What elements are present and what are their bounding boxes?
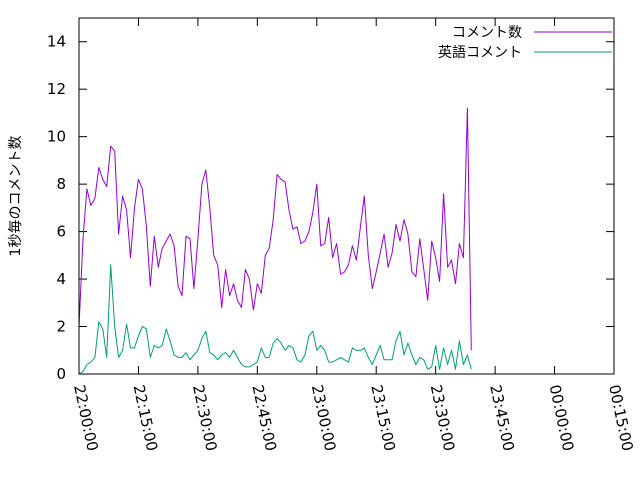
y-tick-label: 14 <box>47 33 66 51</box>
y-tick-label: 10 <box>47 128 66 146</box>
y-tick-label: 6 <box>56 223 66 241</box>
series-line-1 <box>78 107 472 351</box>
y-tick-label: 12 <box>47 80 66 98</box>
y-axis-label: 1秒毎のコメント数 <box>8 136 24 257</box>
legend-label: 英語コメント <box>438 44 522 61</box>
y-tick-label: 4 <box>56 270 66 288</box>
y-tick-label: 2 <box>56 318 66 336</box>
series-layer <box>78 107 472 375</box>
series-line-2 <box>78 264 472 375</box>
y-tick-label: 0 <box>56 365 66 383</box>
legend-label: コメント数 <box>452 25 522 41</box>
y-tick-label: 8 <box>56 175 66 193</box>
plot-frame <box>78 17 615 375</box>
